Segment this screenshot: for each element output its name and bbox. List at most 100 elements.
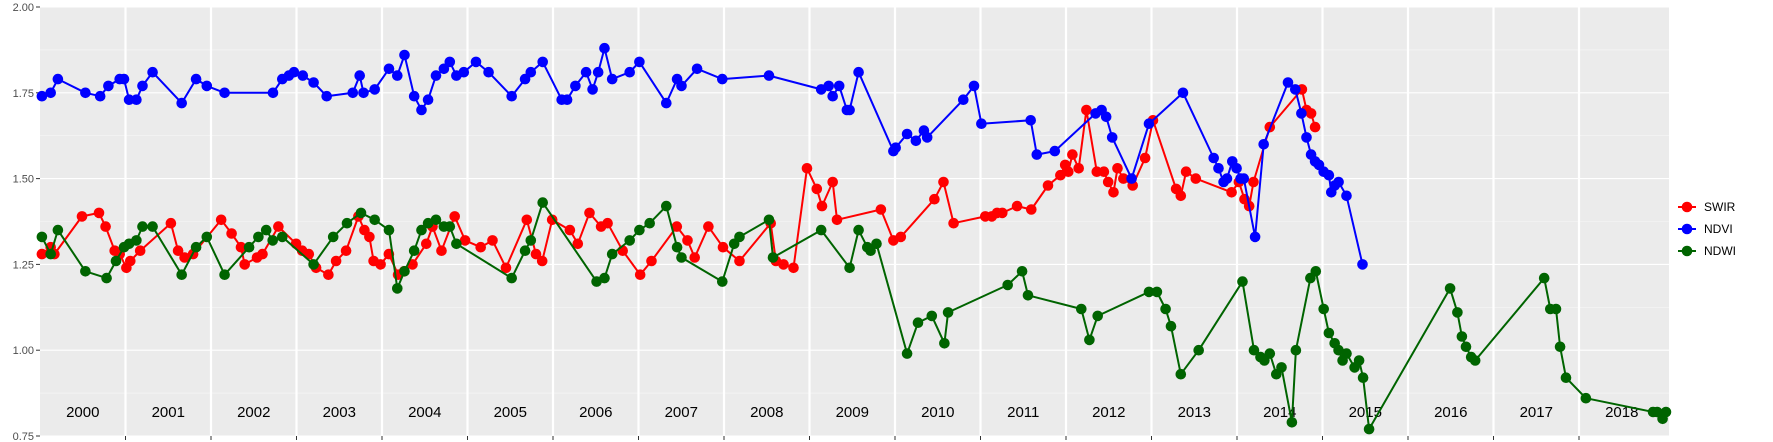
point-ndwi <box>131 235 142 246</box>
point-ndwi <box>451 238 462 250</box>
point-ndwi <box>1276 362 1287 373</box>
point-ndwi <box>80 266 91 277</box>
point-ndvi <box>430 70 442 81</box>
point-ndwi <box>327 231 339 243</box>
point-swir <box>36 248 48 260</box>
point-ndvi <box>676 80 687 92</box>
point-ndwi <box>308 259 319 270</box>
point-ndvi <box>661 97 672 109</box>
y-tick-label: 0.75 <box>13 431 34 442</box>
point-ndwi <box>1333 344 1344 356</box>
point-ndwi <box>260 224 272 236</box>
point-ndvi <box>354 70 366 81</box>
point-ndvi <box>1323 169 1335 181</box>
point-swir <box>521 214 533 226</box>
point-ndwi <box>853 224 864 236</box>
point-ndwi <box>606 248 618 260</box>
point-swir <box>801 163 813 174</box>
point-ndwi <box>267 235 279 246</box>
point-ndwi <box>137 221 148 232</box>
point-swir <box>1248 176 1259 188</box>
point-ndwi <box>1264 348 1276 359</box>
point-ndwi <box>1143 286 1155 298</box>
point-ndwi <box>355 207 367 219</box>
point-ndwi <box>624 235 635 246</box>
point-swir <box>1226 187 1237 198</box>
year-label: 2012 <box>1092 404 1125 421</box>
point-swir <box>1026 204 1037 215</box>
point-swir <box>165 217 177 229</box>
point-ndwi <box>1076 303 1087 315</box>
point-ndvi <box>833 80 845 92</box>
point-ndwi <box>1357 372 1369 384</box>
point-ndvi <box>844 104 855 116</box>
point-swir <box>536 255 548 267</box>
year-label: 2013 <box>1178 404 1211 421</box>
year-label: 2016 <box>1434 404 1467 421</box>
point-swir <box>831 214 843 226</box>
legend-key-point <box>1681 245 1693 257</box>
point-ndwi <box>36 231 48 243</box>
y-tick-label: 1.75 <box>13 88 34 100</box>
point-ndwi <box>591 276 602 287</box>
point-ndvi <box>416 104 427 116</box>
point-ndvi <box>1238 173 1250 184</box>
y-tick-label: 1.25 <box>13 259 34 271</box>
point-ndvi <box>1258 139 1269 150</box>
point-ndvi <box>1282 77 1294 88</box>
point-ndvi <box>1143 118 1155 129</box>
point-ndvi <box>321 90 333 102</box>
point-ndwi <box>661 200 672 212</box>
point-ndvi <box>137 80 148 92</box>
point-ndvi <box>103 80 114 92</box>
point-ndwi <box>1286 417 1298 428</box>
y-axis: 0.75 1.00 1.25 1.50 1.75 2.00 <box>13 2 40 442</box>
point-swir <box>340 245 352 256</box>
point-ndvi <box>308 77 319 88</box>
point-ndvi <box>968 80 980 92</box>
point-ndvi <box>587 84 598 95</box>
point-ndwi <box>1175 368 1187 380</box>
point-ndvi <box>634 56 645 68</box>
point-swir <box>215 214 227 226</box>
point-ndvi <box>606 73 618 85</box>
point-swir <box>1175 190 1187 202</box>
point-swir <box>602 217 613 229</box>
point-swir <box>788 262 799 274</box>
point-swir <box>564 224 576 236</box>
y-tick-label: 1.00 <box>13 345 34 357</box>
point-ndvi <box>458 66 470 78</box>
point-ndwi <box>525 235 537 246</box>
point-ndwi <box>369 214 381 226</box>
point-ndwi <box>1460 341 1472 353</box>
point-ndvi <box>1231 163 1242 174</box>
point-ndwi <box>1151 286 1163 298</box>
point-swir <box>778 259 789 270</box>
point-ndwi <box>147 221 158 232</box>
point-ndvi <box>358 87 369 99</box>
point-ndwi <box>865 245 876 256</box>
point-swir <box>671 221 683 232</box>
point-ndwi <box>1554 341 1566 353</box>
point-ndwi <box>1248 344 1260 356</box>
point-swir <box>421 238 432 250</box>
point-ndvi <box>1290 84 1301 95</box>
point-ndwi <box>1310 266 1322 277</box>
point-swir <box>1067 149 1078 160</box>
point-swir <box>487 235 498 246</box>
point-swir <box>734 255 745 267</box>
point-ndvi <box>45 87 56 99</box>
point-ndvi <box>52 73 64 85</box>
point-swir <box>1305 108 1317 119</box>
point-ndwi <box>942 307 954 318</box>
series-layer <box>36 42 1672 435</box>
point-ndwi <box>201 231 213 243</box>
point-ndvi <box>901 128 913 140</box>
point-ndwi <box>734 231 745 243</box>
legend-key-point <box>1681 223 1693 235</box>
year-label: 2001 <box>152 404 185 421</box>
point-ndwi <box>634 224 645 236</box>
point-swir <box>273 221 284 232</box>
point-ndwi <box>1660 406 1672 418</box>
